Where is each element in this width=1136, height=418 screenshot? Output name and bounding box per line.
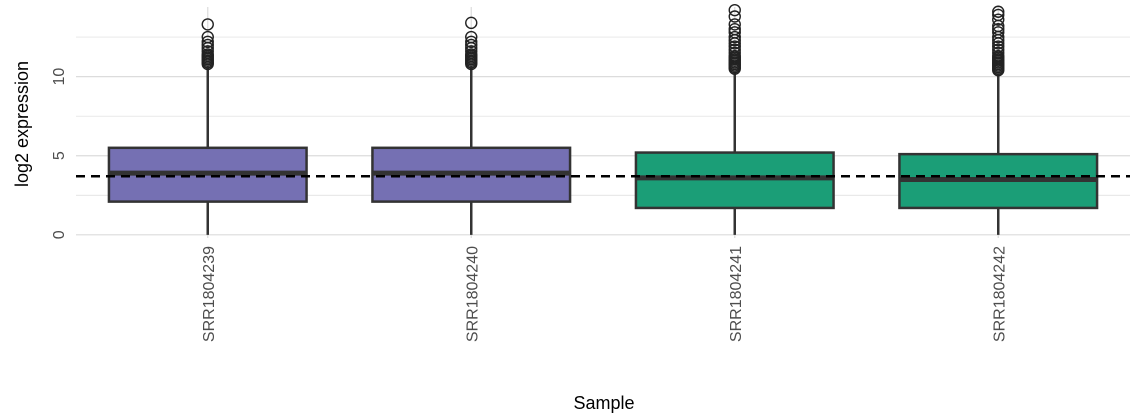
box-SRR1804240 (371, 16, 572, 235)
box-SRR1804241 (634, 3, 835, 235)
outlier-point (201, 38, 214, 52)
outlier-point (465, 35, 478, 49)
outlier-point (728, 46, 741, 60)
outlier-point (728, 30, 741, 44)
outlier-point (201, 30, 214, 44)
outlier-point (992, 8, 1005, 22)
outlier-point (728, 43, 741, 56)
outlier-point (728, 18, 741, 31)
box-SRR1804242 (898, 5, 1099, 235)
outlier-point (992, 26, 1005, 39)
outlier-point (201, 35, 214, 49)
outlier-point (992, 5, 1005, 18)
x-tick-label: SRR1804242 (991, 246, 1008, 342)
y-tick-label: 10 (51, 68, 68, 86)
outlier-point (201, 45, 214, 58)
outlier-point (465, 30, 478, 44)
boxes (107, 3, 1099, 235)
outlier-point (992, 43, 1005, 56)
y-tick-label: 5 (51, 151, 68, 160)
x-tick-label: SRR1804239 (201, 246, 218, 342)
x-tick-label: SRR1804241 (728, 246, 745, 342)
outlier-point (992, 22, 1005, 36)
outlier-point (992, 40, 1005, 53)
x-axis-ticks: SRR1804239 SRR1804240 SRR1804241 SRR1804242 (201, 246, 1009, 342)
outlier-point (201, 48, 214, 61)
outlier-point (465, 45, 478, 58)
outlier-point (728, 10, 741, 23)
outlier-point (728, 26, 741, 39)
outlier-point (465, 48, 478, 61)
outlier-point (465, 16, 478, 30)
outlier-point (728, 3, 741, 17)
outlier-point (728, 49, 741, 63)
x-axis-title: Sample (573, 393, 634, 413)
outlier-point (992, 46, 1005, 60)
outlier-point (992, 13, 1005, 26)
outlier-point (992, 49, 1005, 63)
x-tick-label: SRR1804240 (464, 246, 481, 342)
y-axis-title: log2 expression (12, 61, 32, 187)
outlier-point (728, 22, 741, 36)
y-tick-label: 0 (51, 230, 68, 239)
outlier-point (201, 18, 214, 31)
box-SRR1804239 (107, 18, 308, 235)
outlier-point (465, 38, 478, 52)
y-axis-ticks: 0 5 10 (51, 68, 68, 240)
outlier-point (728, 40, 741, 53)
